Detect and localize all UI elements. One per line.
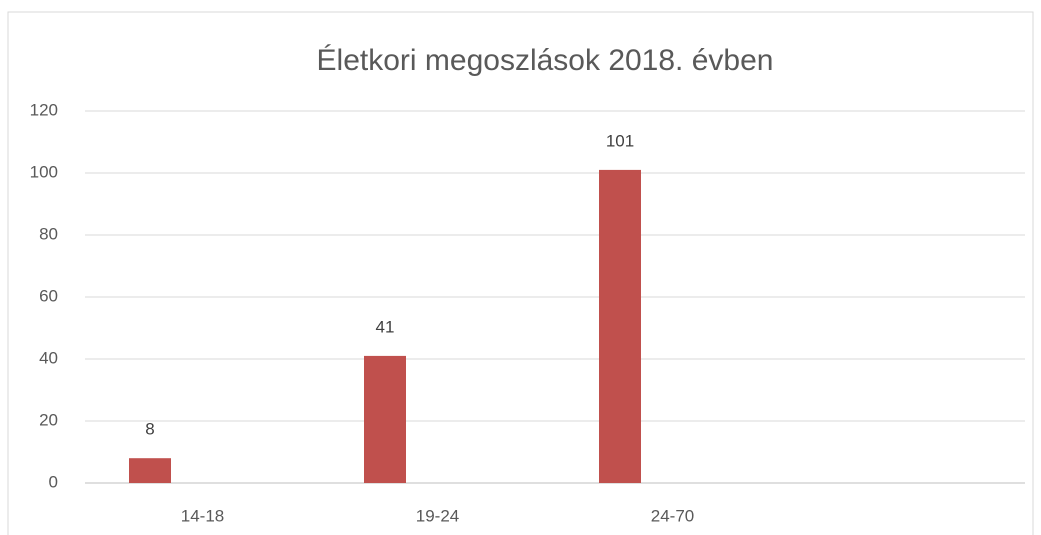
x-tick-label: 19-24 (416, 506, 459, 525)
y-tick-label: 20 (39, 410, 58, 429)
y-tick-label: 80 (39, 224, 58, 243)
data-label: 8 (145, 420, 154, 439)
data-label: 101 (606, 131, 634, 150)
bar (599, 169, 641, 483)
y-tick-label: 100 (30, 162, 58, 181)
chart-title: Életkori megoszlások 2018. évben (317, 44, 774, 77)
chart-border (7, 11, 1034, 535)
x-tick-label: 24-70 (651, 506, 694, 525)
y-tick-label: 0 (49, 472, 58, 491)
y-tick-label: 120 (30, 100, 58, 119)
y-tick-label: 60 (39, 286, 58, 305)
data-label: 41 (376, 317, 395, 336)
bar (129, 458, 171, 483)
bar (364, 355, 406, 483)
x-tick-label: 14-18 (181, 506, 224, 525)
y-tick-label: 40 (39, 348, 58, 367)
